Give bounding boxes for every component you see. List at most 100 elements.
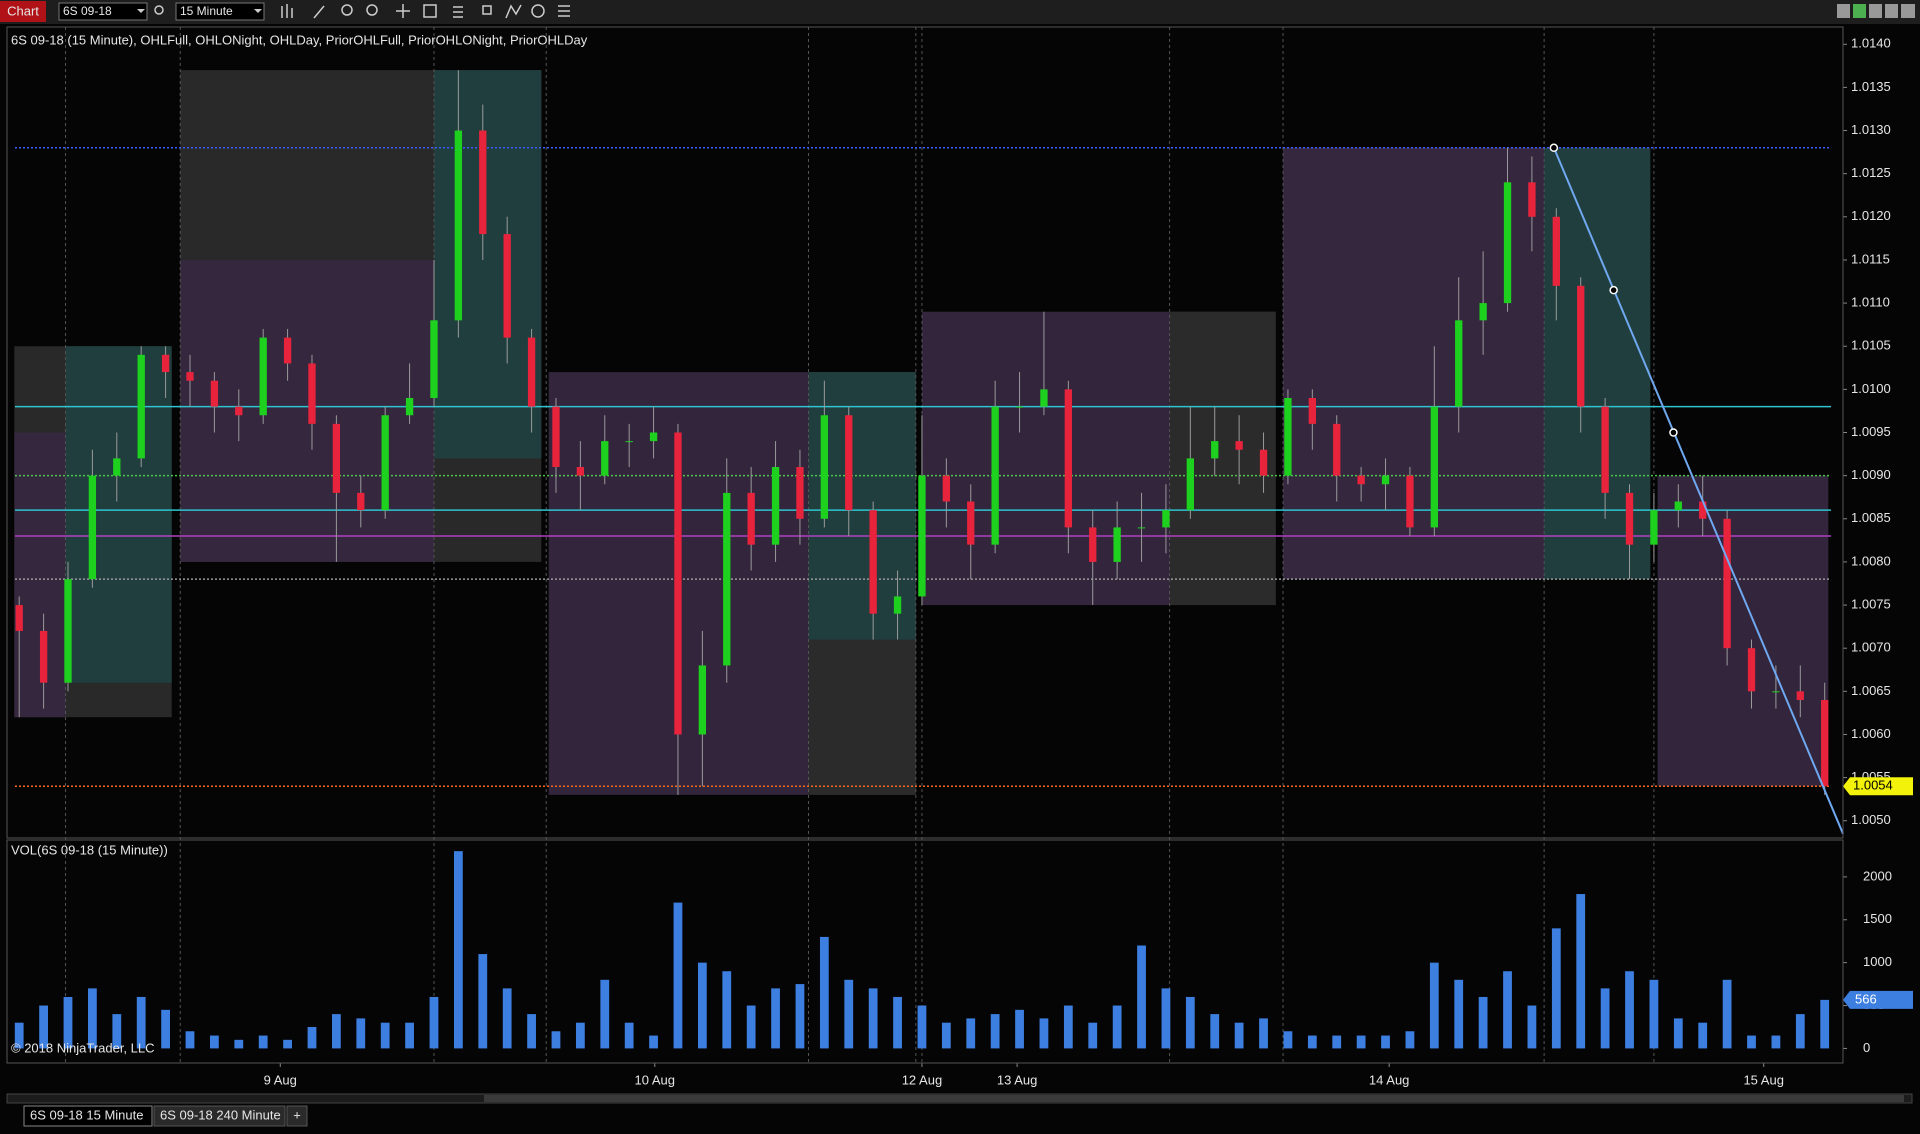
volume-bar <box>1551 928 1561 1049</box>
volume-marker <box>1843 990 1913 1009</box>
candle-body <box>1186 458 1194 511</box>
candle-body <box>1723 518 1731 649</box>
tab-add-label[interactable]: + <box>293 1107 301 1122</box>
properties-icon[interactable] <box>423 4 437 18</box>
candle-body <box>747 492 755 545</box>
volume-bar <box>722 971 732 1049</box>
y-tick-label: 1.0120 <box>1851 208 1891 223</box>
candle-body <box>235 406 243 416</box>
candle-body <box>1455 320 1463 407</box>
zoom-in-icon[interactable] <box>341 4 353 16</box>
candle-body <box>381 415 389 511</box>
volume-bar <box>161 1009 170 1049</box>
candle-body <box>332 423 341 493</box>
instrument[interactable]: 6S 09-18 <box>63 4 112 18</box>
volume-bar <box>1649 979 1659 1049</box>
y-tick-label: 1.0095 <box>1851 424 1891 439</box>
tab-add[interactable] <box>286 1105 308 1127</box>
volume-bar <box>1015 1009 1024 1049</box>
candle-body <box>771 467 780 545</box>
volume-bar <box>1039 1018 1049 1049</box>
interval[interactable]: 15 Minute <box>180 4 233 18</box>
plot-area: 1.00501.00551.00601.00651.00701.00751.00… <box>14 27 1913 1087</box>
volume-bar <box>63 996 73 1049</box>
candle-body <box>113 458 121 476</box>
trend-anchor <box>1669 428 1678 437</box>
y-tick-label: 1.0075 <box>1851 596 1891 611</box>
x-tick-label: 14 Aug <box>1369 1072 1410 1087</box>
dropdown-arrow <box>137 9 145 13</box>
candle-body <box>1113 527 1121 562</box>
volume-bar <box>1600 988 1610 1049</box>
volume-bar <box>551 1031 561 1049</box>
candle-body <box>308 363 316 424</box>
tab[interactable] <box>153 1105 286 1127</box>
volume-bar <box>1405 1031 1415 1049</box>
candle-body <box>820 415 829 519</box>
bars-icon[interactable] <box>281 4 293 18</box>
volume-bar <box>331 1014 341 1049</box>
indicator-icon[interactable] <box>505 4 522 19</box>
candle-body <box>1821 699 1829 787</box>
candle-body <box>88 475 97 580</box>
interval-select[interactable] <box>175 2 265 21</box>
ohl-range <box>1657 475 1829 787</box>
volume-bar <box>405 1022 414 1049</box>
price-marker-label: 1.0054 <box>1853 778 1893 793</box>
candle-body <box>1430 406 1438 528</box>
candle-body <box>1137 527 1146 529</box>
volume-bar <box>600 979 610 1049</box>
y-tick-label: 1.0130 <box>1851 122 1891 137</box>
volume-marker-label: 566 <box>1855 991 1877 1006</box>
volume-bar <box>1259 1018 1268 1049</box>
volume-bar <box>1429 962 1439 1049</box>
candle-body <box>39 630 48 683</box>
pencil-icon[interactable] <box>313 5 325 19</box>
candle-body <box>1772 691 1780 693</box>
button[interactable] <box>1853 4 1866 18</box>
volume-bar <box>1795 1014 1805 1049</box>
instrument-select[interactable] <box>58 2 148 21</box>
button[interactable] <box>1885 4 1898 18</box>
volume-bar <box>917 1005 927 1049</box>
crosshair-icon[interactable] <box>396 4 410 18</box>
volume-bar <box>1283 1031 1293 1049</box>
volume-bar <box>502 988 512 1049</box>
menu-icon[interactable] <box>558 5 570 17</box>
tab-active[interactable] <box>23 1105 153 1127</box>
ohl-range <box>65 346 172 683</box>
tab-label[interactable]: 6S 09-18 240 Minute <box>160 1107 281 1122</box>
button[interactable] <box>1901 4 1915 18</box>
candle-body <box>283 337 292 364</box>
y-tick-label: 1.0100 <box>1851 381 1891 396</box>
button[interactable] <box>1869 4 1882 18</box>
candle-body <box>1796 691 1804 700</box>
toolbar-icons <box>154 4 570 19</box>
price-marker <box>1843 777 1913 796</box>
volume-bar <box>1625 971 1634 1049</box>
candle-body <box>1699 501 1707 519</box>
candle-body <box>698 665 707 735</box>
price-panel-title: 6S 09-18 (15 Minute), OHLFull, OHLONight… <box>11 32 588 47</box>
dropdown-arrow <box>254 9 262 13</box>
candle-body <box>796 467 804 519</box>
volume-bar <box>1503 971 1512 1049</box>
volume-bar <box>478 954 488 1049</box>
tab-label[interactable]: 6S 09-18 15 Minute <box>30 1107 143 1122</box>
y-tick-label: 1.0090 <box>1851 467 1891 482</box>
search-icon[interactable] <box>154 5 164 15</box>
volume-bar <box>1137 945 1146 1049</box>
zoom-out-icon[interactable] <box>366 4 378 16</box>
candle-body <box>918 475 926 597</box>
refresh-icon[interactable] <box>531 4 545 18</box>
toolbar <box>0 0 1920 24</box>
volume-bar <box>88 988 97 1049</box>
volume-bar <box>234 1039 244 1049</box>
candle-body <box>625 441 633 443</box>
list-icon[interactable] <box>453 6 463 18</box>
x-tick-label: 12 Aug <box>902 1072 943 1087</box>
candle-body <box>479 130 487 235</box>
scrollbar-thumb[interactable] <box>484 1095 1904 1102</box>
button[interactable] <box>1837 4 1850 18</box>
strategy-icon[interactable] <box>482 5 492 15</box>
